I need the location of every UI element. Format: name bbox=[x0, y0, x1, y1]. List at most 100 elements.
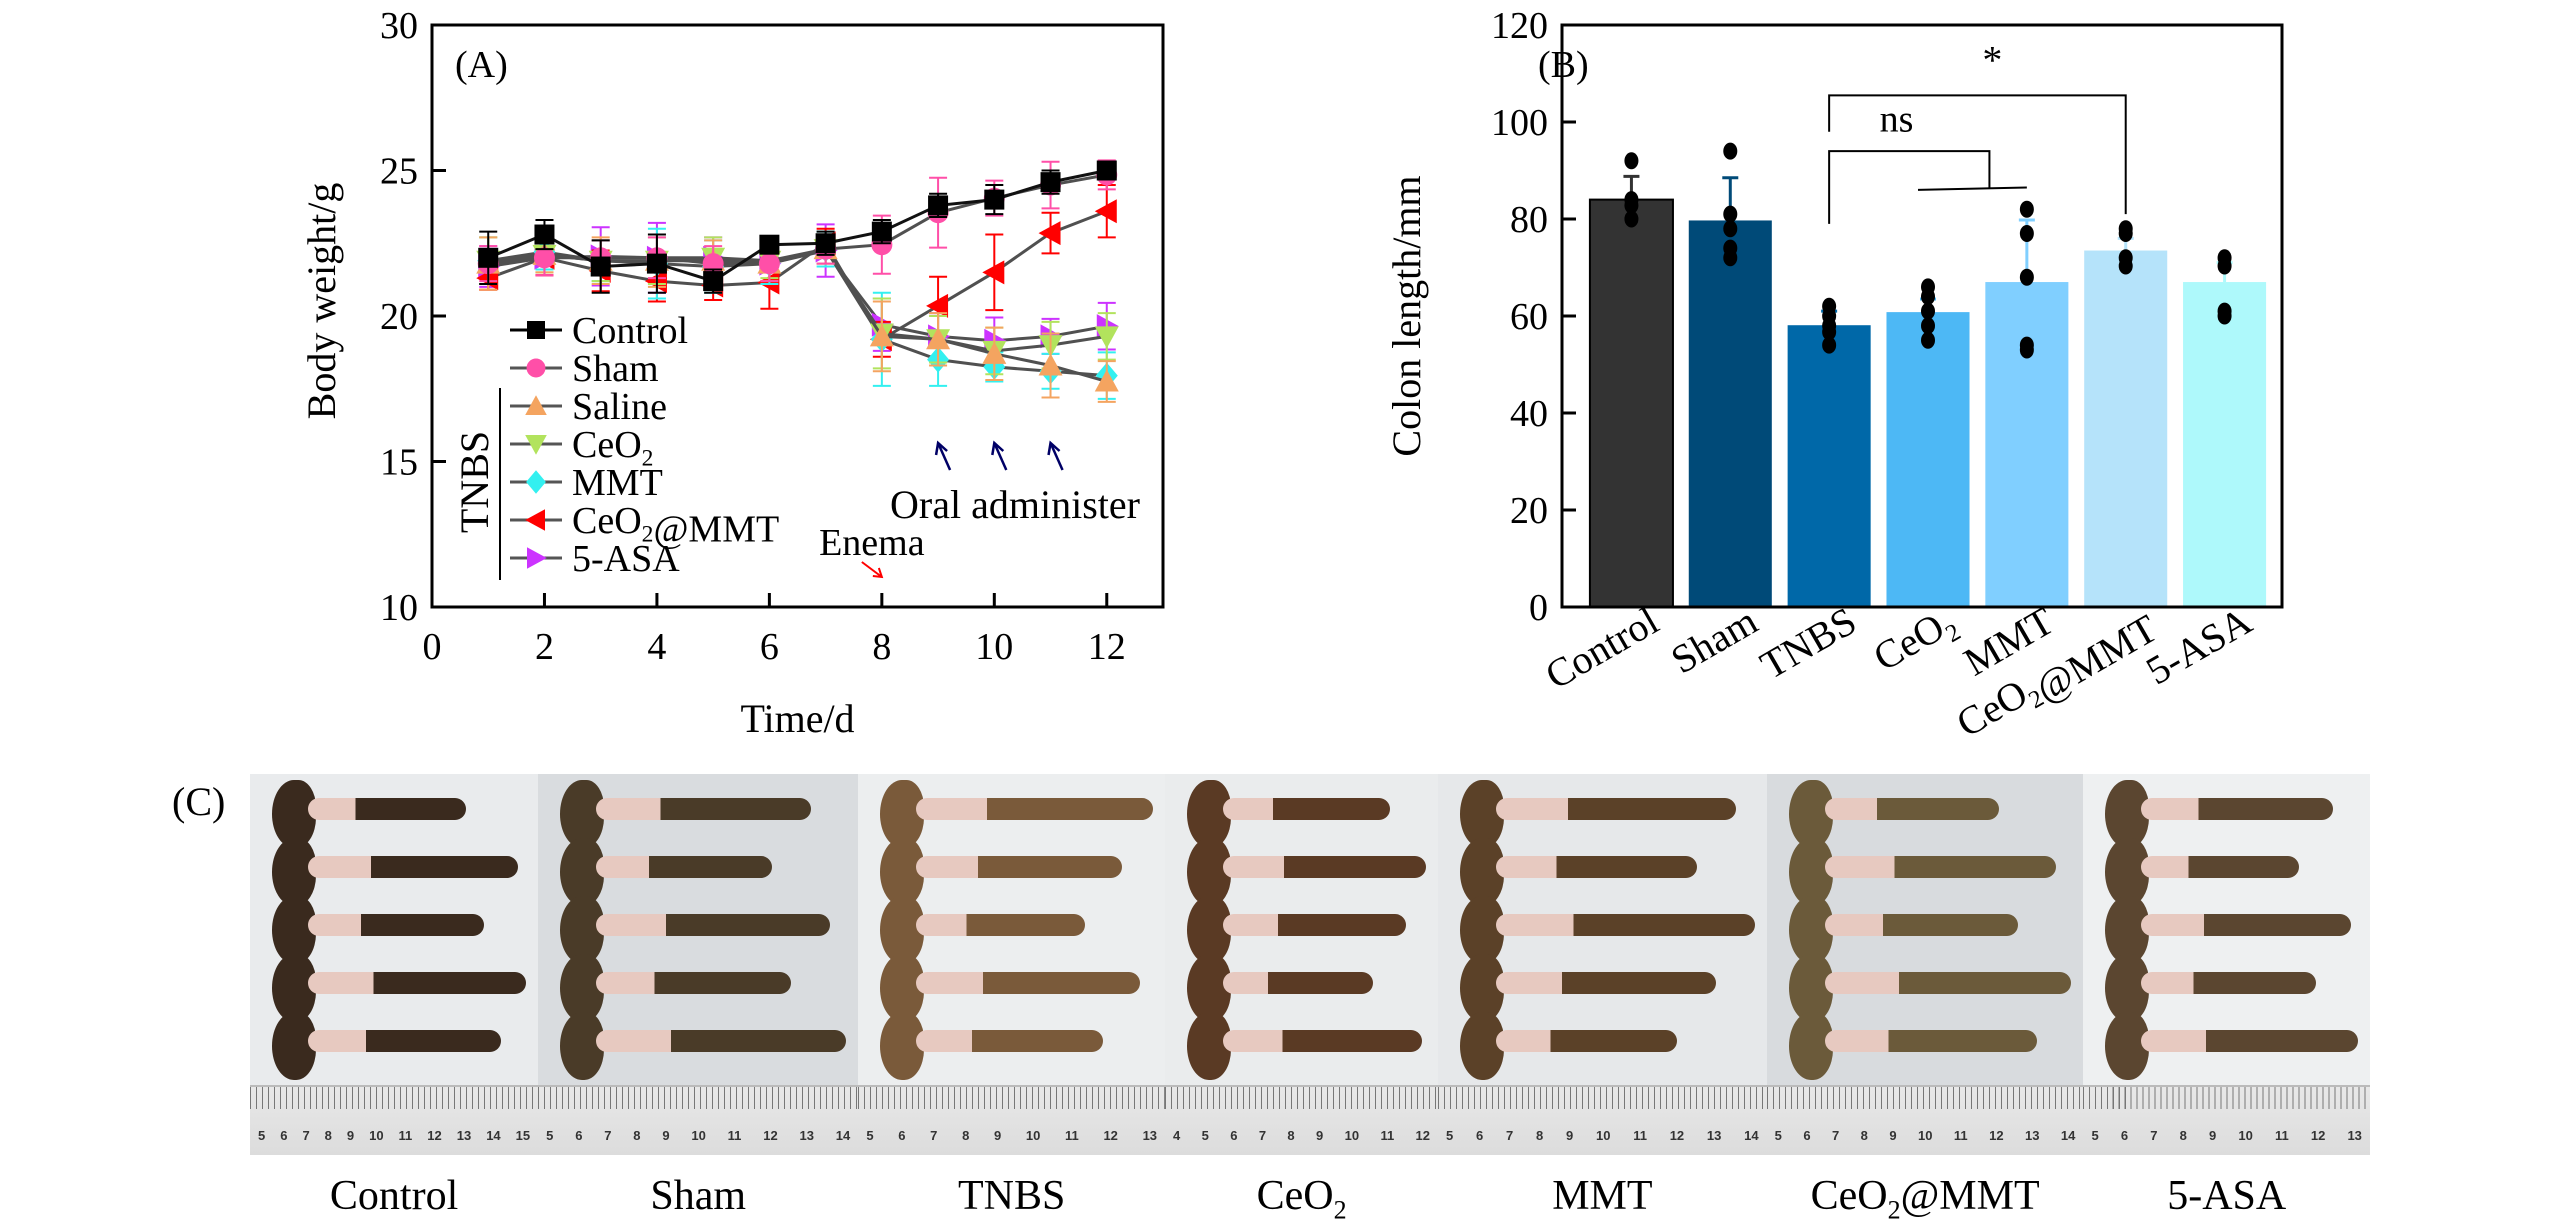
ruler-number: 8 bbox=[1287, 1128, 1295, 1143]
colon-specimen bbox=[2141, 856, 2300, 878]
ruler-number: 7 bbox=[2150, 1128, 2158, 1143]
colon-photo-strip: 5 6 7 8 9 10 11 12 13 14 15 5 6 7 8 9 10 11 12 13 14 5 6 7 8 9 10 1… bbox=[250, 774, 2370, 1155]
ruler-number: 11 bbox=[1380, 1128, 1395, 1143]
colon-specimen bbox=[1496, 798, 1736, 820]
colon-specimen bbox=[1824, 856, 2056, 878]
legend-label: CeO2@MMT bbox=[572, 500, 779, 550]
colon-specimen bbox=[596, 798, 811, 820]
data-point bbox=[2217, 257, 2232, 275]
y-tick-label: 10 bbox=[380, 587, 418, 629]
x-tick-label: 5-ASA bbox=[2138, 598, 2259, 694]
ruler-number: 6 bbox=[575, 1128, 583, 1143]
colon-specimen bbox=[2141, 1030, 2358, 1052]
legend-marker bbox=[525, 395, 547, 415]
ruler-number: 7 bbox=[1832, 1128, 1840, 1143]
ruler-number: 7 bbox=[302, 1128, 310, 1143]
bar-group bbox=[1588, 152, 1674, 608]
colon-photo-5-asa: 5 6 7 8 9 10 11 12 13 bbox=[2083, 774, 2370, 1155]
oral-arrow bbox=[936, 442, 952, 471]
ruler-number: 6 bbox=[280, 1128, 288, 1143]
colon-specimen bbox=[1496, 972, 1717, 994]
legend-label: CeO2 bbox=[572, 424, 653, 471]
data-point bbox=[1921, 302, 1935, 320]
photo-group-label: Sham bbox=[650, 1173, 747, 1219]
ruler-number: 8 bbox=[1536, 1128, 1544, 1143]
colon-photo-mmt: 5 6 7 8 9 10 11 12 13 14 bbox=[1438, 774, 1767, 1155]
ruler-number: 12 bbox=[763, 1128, 778, 1143]
bar-group bbox=[1985, 200, 2069, 607]
ruler: 4 5 6 7 8 9 10 11 12 bbox=[1165, 1085, 1439, 1155]
oral-arrow bbox=[1049, 442, 1064, 471]
ruler-number: 13 bbox=[799, 1128, 814, 1143]
data-point bbox=[759, 234, 780, 255]
colon-specimen bbox=[308, 798, 467, 820]
ruler: 5 6 7 8 9 10 11 12 13 14 bbox=[538, 1085, 859, 1155]
ruler-number: 9 bbox=[1316, 1128, 1324, 1143]
colon-specimen bbox=[596, 856, 773, 878]
ruler-number: 10 bbox=[1595, 1128, 1611, 1143]
y-tick-label: 0 bbox=[1529, 587, 1548, 629]
ruler-number: 8 bbox=[324, 1128, 332, 1143]
colon-photo-ceo-: 4 5 6 7 8 9 10 11 12 bbox=[1165, 774, 1439, 1155]
bar-group bbox=[1688, 142, 1772, 607]
panel-b-label: (B) bbox=[1538, 44, 1589, 86]
bar bbox=[2183, 282, 2267, 607]
bar bbox=[1787, 325, 1871, 607]
ruler-number: 8 bbox=[962, 1128, 970, 1143]
legend-label: 5-ASA bbox=[572, 538, 680, 580]
colon-specimen bbox=[916, 1030, 1104, 1052]
ruler-number: 10 bbox=[1344, 1128, 1360, 1143]
data-point bbox=[590, 256, 611, 277]
colon-specimen bbox=[2141, 972, 2317, 994]
oral-arrow-head bbox=[1047, 440, 1061, 456]
data-point bbox=[1624, 210, 1639, 228]
ruler-number: 5 bbox=[258, 1128, 266, 1143]
data-point bbox=[1038, 221, 1061, 246]
colon-specimen bbox=[1223, 1030, 1423, 1052]
ruler-number: 10 bbox=[691, 1128, 706, 1143]
colon-specimen bbox=[1223, 798, 1390, 820]
x-tick-label: 6 bbox=[760, 626, 779, 668]
x-tick-label: 8 bbox=[872, 626, 891, 668]
ruler-number: 6 bbox=[898, 1128, 906, 1143]
legend-marker bbox=[525, 509, 545, 531]
data-point bbox=[2019, 341, 2034, 359]
data-point bbox=[1624, 152, 1639, 170]
colon-specimen bbox=[916, 972, 1141, 994]
colon-photo-sham: 5 6 7 8 9 10 11 12 13 14 bbox=[538, 774, 859, 1155]
ruler-number: 10 bbox=[1025, 1128, 1041, 1143]
x-tick-label: 12 bbox=[1088, 626, 1126, 668]
ruler-number: 11 bbox=[727, 1128, 742, 1143]
ruler-number: 11 bbox=[1633, 1128, 1647, 1143]
colon-specimen bbox=[308, 972, 527, 994]
photo-group-label: CeO2@MMT bbox=[1810, 1173, 2040, 1225]
panel-c-label: (C) bbox=[172, 779, 226, 824]
data-point bbox=[1096, 160, 1117, 181]
ruler: 5 6 7 8 9 10 11 12 13 bbox=[858, 1085, 1166, 1155]
data-point bbox=[1094, 326, 1119, 349]
data-point bbox=[2118, 225, 2133, 243]
ruler-number: 11 bbox=[1065, 1128, 1079, 1143]
ruler-number: 11 bbox=[398, 1128, 413, 1143]
ruler: 5 6 7 8 9 10 11 12 13 14 bbox=[1438, 1085, 1767, 1155]
data-point bbox=[1822, 323, 1837, 341]
photo-group-label: MMT bbox=[1552, 1173, 1653, 1219]
significance-bracket bbox=[1828, 94, 2127, 215]
ruler-number: 13 bbox=[1706, 1128, 1722, 1143]
photo-group-label: Control bbox=[329, 1173, 459, 1219]
panel-a-label: (A) bbox=[455, 44, 508, 86]
data-point bbox=[2118, 257, 2133, 275]
y-axis-label: Colon length/mm bbox=[1384, 175, 1429, 456]
data-point bbox=[871, 221, 892, 242]
data-point bbox=[1921, 331, 1935, 349]
data-point bbox=[1921, 317, 1935, 335]
y-tick-label: 60 bbox=[1510, 296, 1548, 338]
colon-photo-control: 5 6 7 8 9 10 11 12 13 14 15 bbox=[250, 774, 539, 1155]
y-tick-label: 15 bbox=[380, 442, 418, 484]
x-tick-label: 0 bbox=[423, 626, 442, 668]
bar-group bbox=[1787, 297, 1871, 607]
data-point bbox=[703, 271, 724, 292]
bar-group bbox=[2183, 249, 2267, 607]
tnbs-group-label: TNBS bbox=[452, 431, 497, 533]
data-point bbox=[646, 253, 667, 274]
